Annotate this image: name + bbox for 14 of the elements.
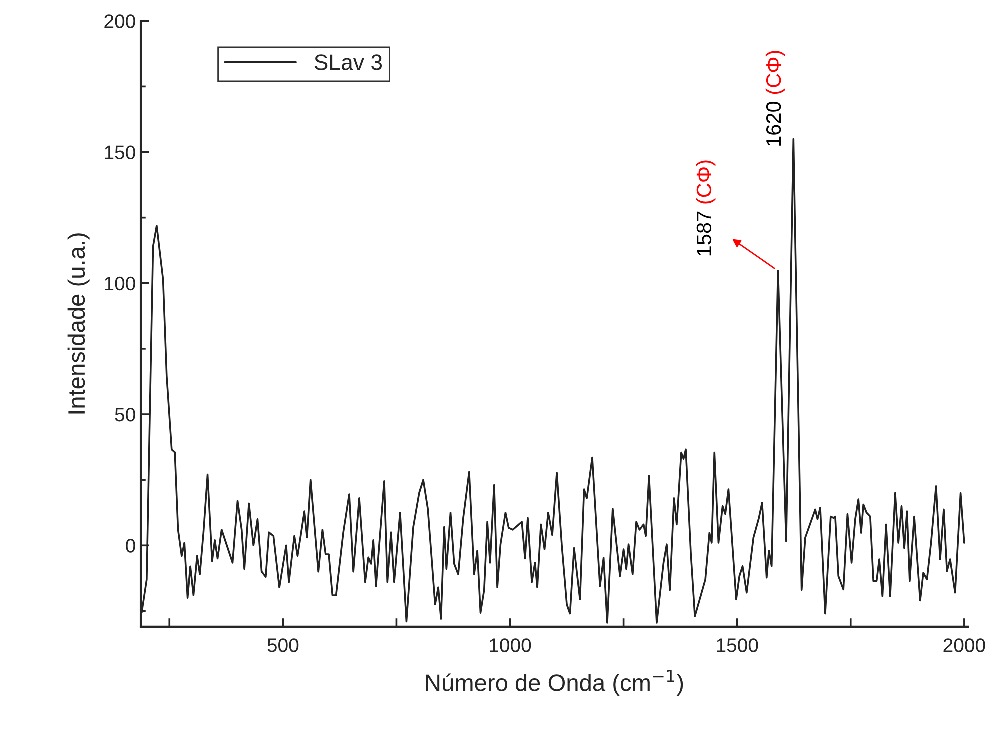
x-tick-label: 1000 bbox=[490, 638, 532, 652]
y-tick-label: 150 bbox=[105, 146, 136, 160]
x-tick-label: 500 bbox=[268, 638, 299, 652]
y-axis-title: Intensidade (u.a.) bbox=[68, 234, 90, 414]
x-tick-label: 2000 bbox=[944, 638, 986, 652]
y-tick-label: 100 bbox=[105, 276, 136, 291]
annotation: 1587 (CΦ) bbox=[696, 160, 716, 256]
y-tick-label: 0 bbox=[126, 539, 136, 553]
annotation: 1620 (CΦ) bbox=[766, 51, 786, 146]
y-tick-label: 50 bbox=[115, 408, 136, 422]
x-axis-title: Número de Onda (cm$^{−1}$) bbox=[426, 670, 684, 696]
y-tick-label: 200 bbox=[104, 14, 136, 28]
legend-label: SLav 3 bbox=[314, 54, 382, 70]
x-tick-label: 1500 bbox=[717, 638, 758, 652]
